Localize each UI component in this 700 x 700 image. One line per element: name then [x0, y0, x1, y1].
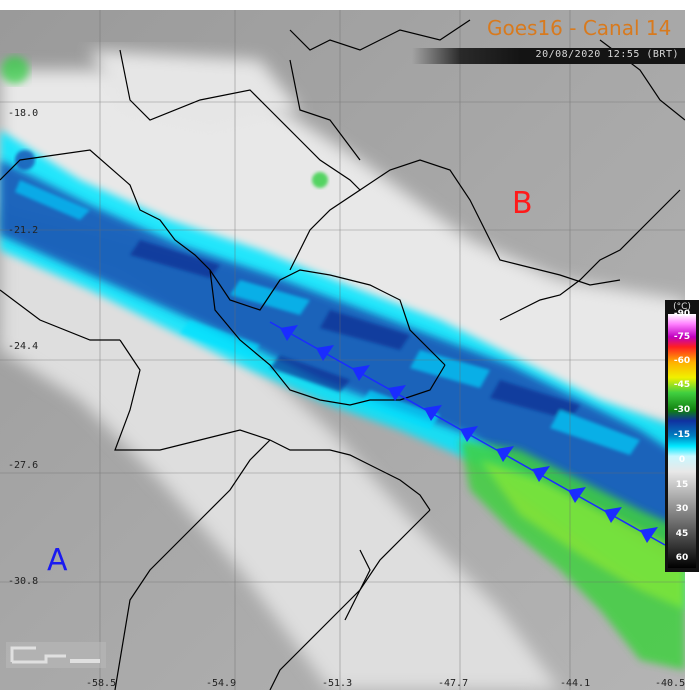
lon-label-2: -54.9	[206, 678, 237, 689]
lon-label-3: -51.3	[322, 678, 353, 689]
cloud-cell-green-2	[1, 56, 29, 84]
lon-label-6: -40.5	[655, 678, 686, 689]
satellite-map[interactable]	[0, 10, 685, 690]
scale-label-9: 30	[675, 504, 689, 514]
lon-label-4: -47.7	[438, 678, 469, 689]
timestamp-bar: 20/08/2020 12:55 (BRT)	[412, 48, 685, 64]
lat-lon-grid	[0, 10, 685, 690]
product-title: Goes16 - Canal 14	[487, 16, 672, 40]
scale-label-4: -45	[673, 380, 691, 390]
cloud-band-white	[0, 70, 685, 430]
cloud-streaks	[15, 180, 640, 455]
cloud-coldtops-lime	[480, 460, 685, 610]
scale-bar	[668, 314, 696, 568]
scale-label-10: 45	[675, 529, 689, 539]
lat-label-4: -27.6	[8, 460, 39, 471]
scale-label-2: -75	[673, 332, 691, 342]
scale-label-7: 0	[678, 455, 686, 465]
scale-label-11: 60	[675, 553, 689, 563]
scale-unit: (°C)	[673, 302, 691, 312]
cloud-cell-green-1	[312, 172, 328, 188]
marker-b: B	[512, 186, 533, 221]
map-canvas	[0, 10, 685, 690]
lat-label-2: -21.2	[8, 225, 39, 236]
lon-label-5: -44.1	[560, 678, 591, 689]
lat-label-3: -24.4	[8, 341, 39, 352]
scale-label-8: 15	[675, 480, 689, 490]
scale-label-5: -30	[673, 405, 691, 415]
scale-label-1: -90	[673, 309, 691, 319]
cold-front	[269, 321, 666, 546]
marker-a: A	[47, 543, 68, 578]
state-borders	[0, 19, 685, 690]
scale-label-6: -15	[673, 430, 691, 440]
color-scale: (°C)	[665, 300, 699, 572]
scale-label-3: -60	[673, 356, 691, 366]
cloud-band-lower	[0, 230, 560, 690]
timestamp: 20/08/2020 12:55 (BRT)	[535, 49, 679, 60]
watermark-logo	[6, 642, 106, 668]
lon-label-1: -58.5	[86, 678, 117, 689]
cloud-cell-blue	[15, 150, 35, 170]
lat-label-5: -30.8	[8, 576, 39, 587]
cloud-top-white	[90, 50, 300, 130]
lat-label-1: -18.0	[8, 108, 39, 119]
